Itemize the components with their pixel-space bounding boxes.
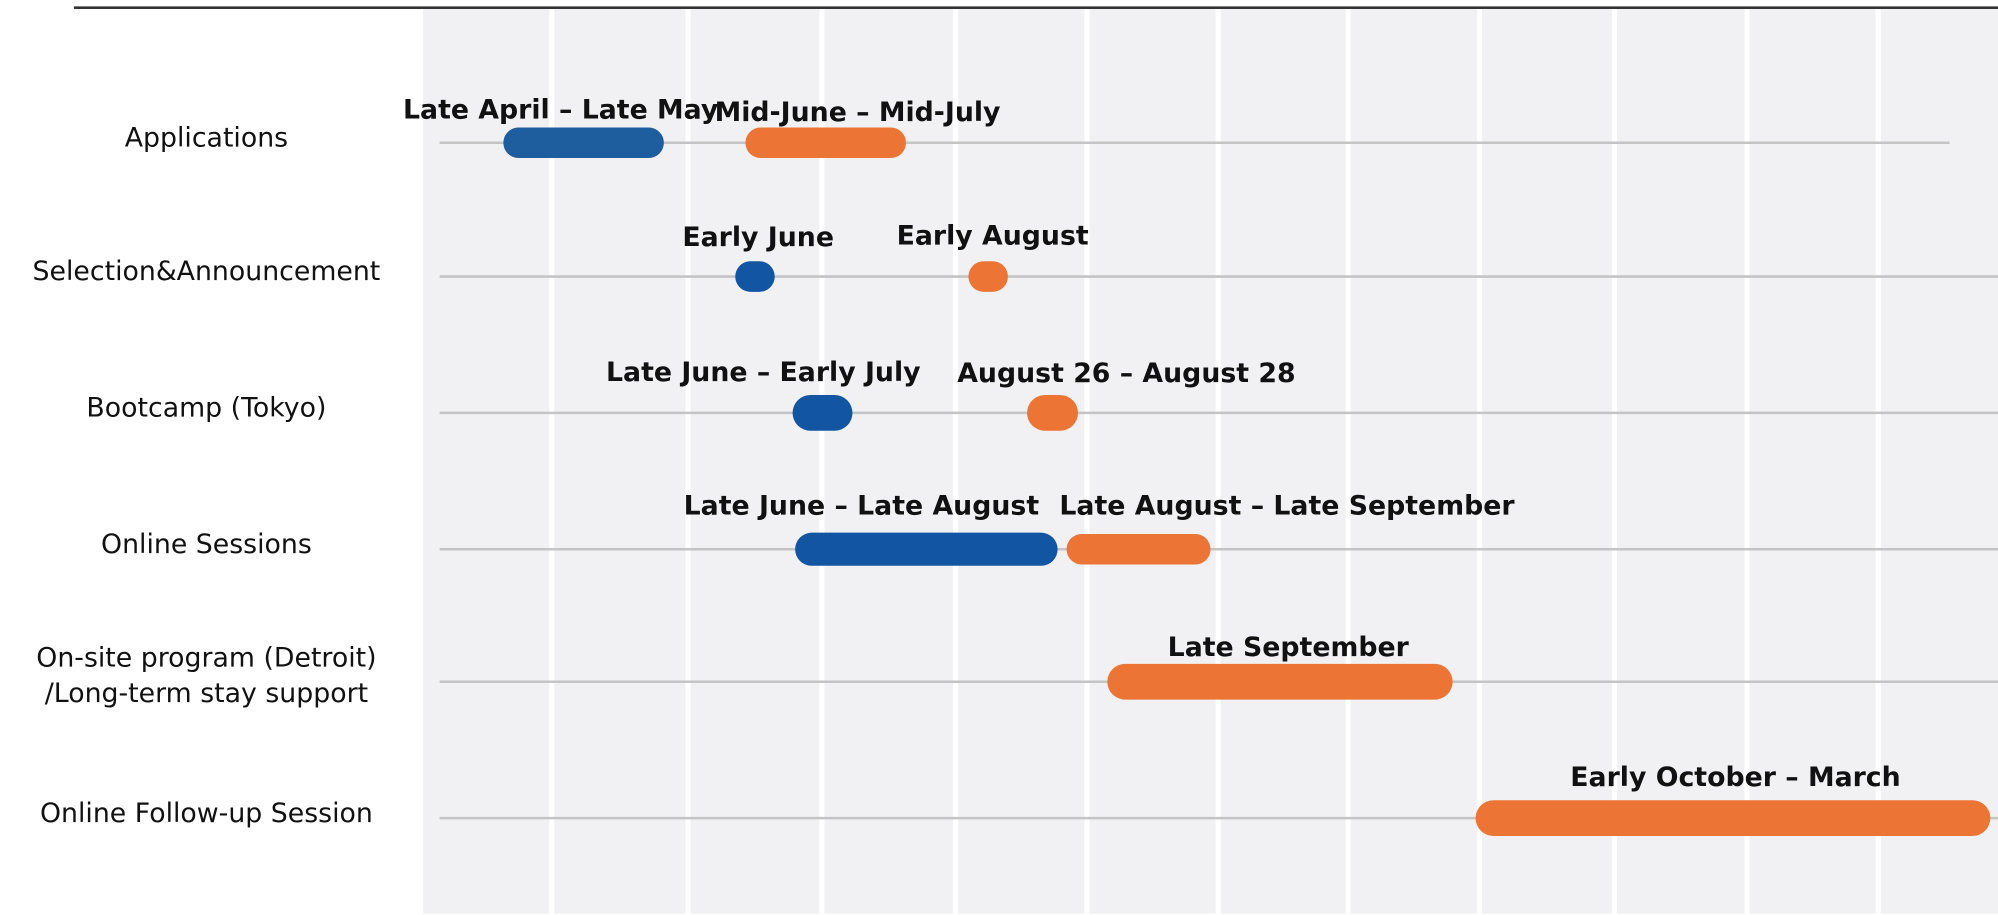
bar	[503, 127, 664, 159]
row: Online Follow-up Session Early October – …	[40, 762, 1998, 836]
bar	[745, 127, 906, 159]
row: Bootcamp (Tokyo) Late June – Early July Au…	[86, 357, 1998, 431]
row-label: Bootcamp (Tokyo)	[86, 393, 326, 424]
bar-label: Late April – Late May	[403, 94, 718, 125]
bar-label: Late September	[1168, 632, 1410, 663]
row-label: On-site program (Detroit)	[36, 642, 376, 673]
bar	[1107, 663, 1453, 700]
bar-label: August 26 – August 28	[957, 358, 1295, 389]
bar	[1027, 395, 1079, 431]
bar-label: Late June – Early July	[606, 357, 921, 388]
row-label: Online Sessions	[101, 529, 312, 560]
bar-label: Early August	[897, 221, 1089, 252]
column-dividers	[549, 7, 1881, 914]
row: On-site program (Detroit) /Long-term stay…	[36, 632, 1998, 709]
bar-label: Late June – Late August	[684, 491, 1040, 522]
bar	[795, 532, 1058, 566]
row: Selection&Announcement Early June Early Au…	[33, 221, 1998, 292]
bar	[735, 261, 775, 292]
row-label: Applications	[125, 122, 288, 153]
bar	[968, 261, 1008, 292]
bar	[1475, 800, 1991, 836]
row: Online Sessions Late June – Late August La…	[101, 491, 1998, 566]
bar-label: Early June	[682, 222, 834, 253]
bar-label: Early October – March	[1570, 762, 1900, 793]
row-label: /Long-term stay support	[45, 678, 368, 709]
bar	[1066, 533, 1211, 565]
row-label: Selection&Announcement	[33, 256, 381, 287]
bar	[792, 395, 853, 431]
bar-label: Mid-June – Mid-July	[715, 97, 1001, 128]
row-label: Online Follow-up Session	[40, 798, 373, 829]
row: Applications Late April – Late MayMid-Jun…	[125, 94, 1950, 159]
bar-label: Late August – Late September	[1059, 491, 1515, 522]
